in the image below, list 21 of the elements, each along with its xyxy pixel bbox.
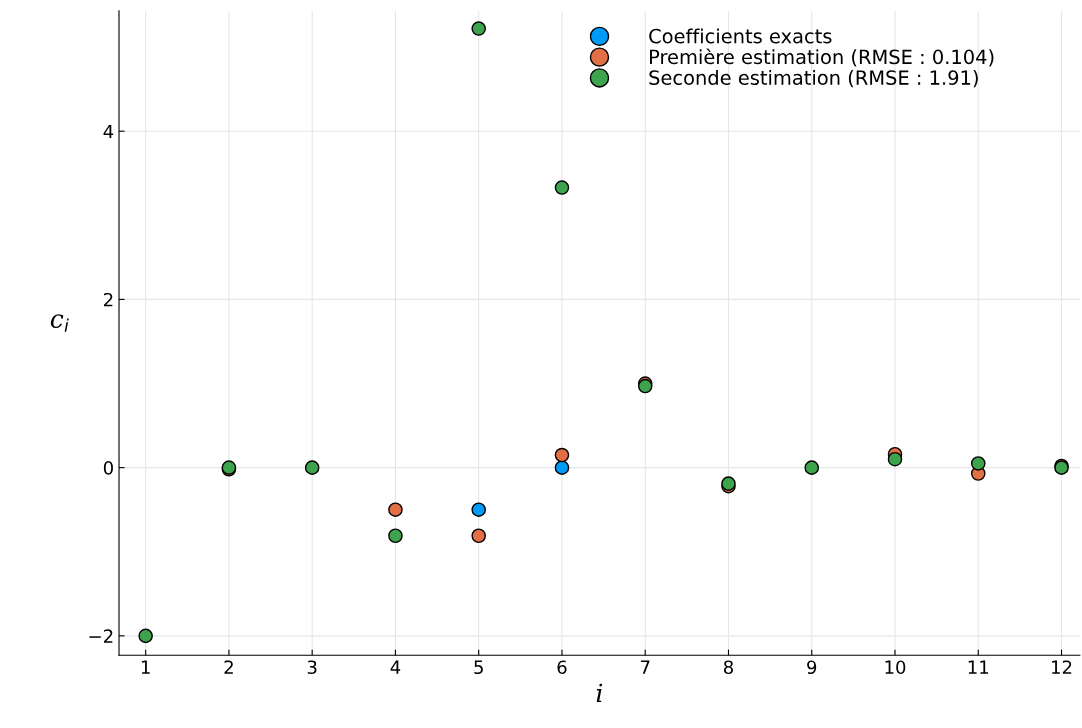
x-tick-label: 7 (640, 660, 650, 674)
x-tick-label: 2 (224, 660, 233, 674)
x-tick-label: 12 (1052, 660, 1072, 674)
y-axis-title: c$_{i}$ (50, 314, 69, 332)
x-tick-label: 11 (968, 660, 989, 674)
y-tick-label: −2 (89, 629, 113, 643)
legend-label: Première estimation (RMSE : 0.104) (650, 48, 994, 67)
y-tick-label: 0 (103, 461, 113, 475)
x-tick-label: 4 (390, 660, 401, 674)
legend-label: Seconde estimation (RMSE : 1.91) (649, 69, 978, 88)
x-tick-label: 9 (807, 660, 817, 675)
x-tick-label: 10 (885, 660, 906, 675)
x-tick-label: 6 (557, 660, 567, 675)
x-tick-label: 8 (723, 660, 733, 675)
legend-label: Coefficients exacts (649, 28, 832, 44)
y-tick-label: 4 (103, 124, 114, 139)
y-tick-label: 2 (103, 292, 113, 307)
x-tick-label: 3 (307, 660, 317, 675)
x-tick-label: 1 (141, 660, 150, 674)
x-axis-title: i (596, 683, 603, 703)
x-tick-label: 5 (474, 660, 483, 675)
